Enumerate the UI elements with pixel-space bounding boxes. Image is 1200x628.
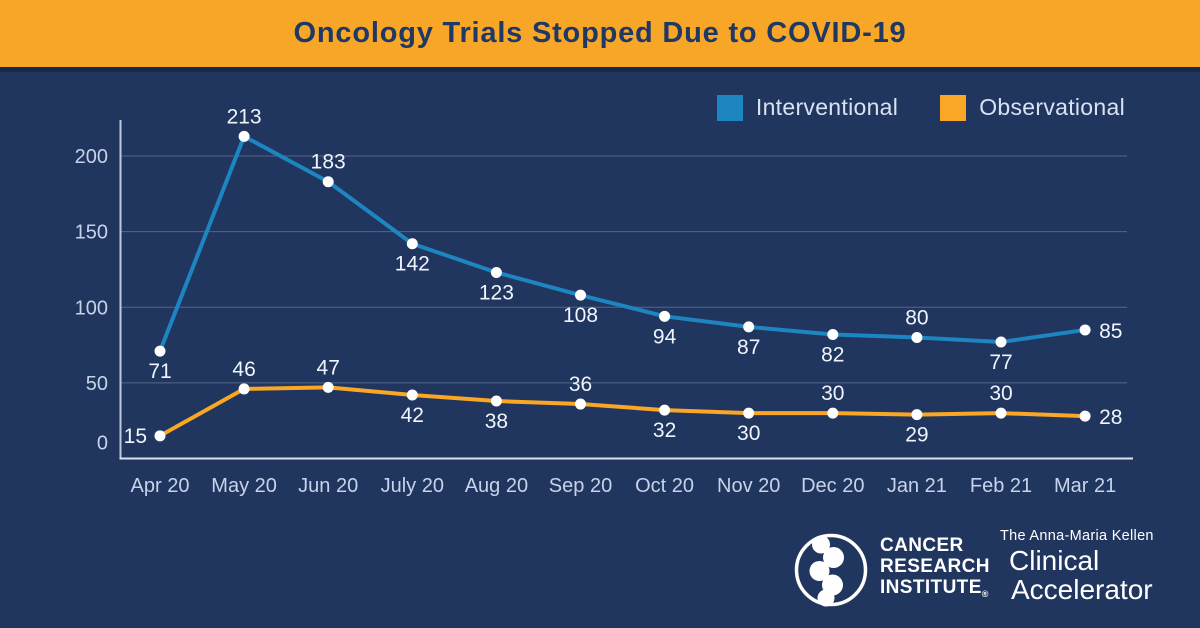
svg-text:May 20: May 20 (211, 475, 277, 497)
registered-mark: ® (981, 589, 989, 599)
svg-text:94: 94 (653, 325, 677, 348)
svg-text:46: 46 (232, 358, 255, 381)
cri-logo: CANCER RESEARCH INSTITUTE® (793, 532, 990, 608)
cri-wordmark: CANCER RESEARCH INSTITUTE® (880, 535, 990, 605)
observational-swatch-icon (940, 94, 967, 121)
svg-text:50: 50 (86, 373, 108, 395)
svg-text:213: 213 (227, 105, 262, 128)
svg-text:85: 85 (1099, 320, 1122, 343)
svg-text:Feb 21: Feb 21 (970, 475, 1032, 497)
svg-text:30: 30 (989, 382, 1012, 405)
svg-text:100: 100 (75, 297, 108, 319)
legend-label-observational: Observational (979, 94, 1125, 120)
svg-text:77: 77 (989, 351, 1012, 374)
svg-text:0: 0 (97, 433, 108, 455)
svg-text:200: 200 (75, 146, 108, 168)
cri-line-institute: INSTITUTE® (880, 577, 989, 599)
svg-text:Sep 20: Sep 20 (549, 475, 612, 497)
page-title: Oncology Trials Stopped Due to COVID-19 (293, 17, 907, 49)
svg-text:38: 38 (485, 410, 508, 433)
accelerator-line-clinical: Clinical (1009, 545, 1100, 576)
svg-text:29: 29 (905, 424, 928, 447)
svg-text:Apr 20: Apr 20 (131, 475, 190, 497)
accelerator-tagline: The Anna-Maria Kellen (1000, 528, 1154, 544)
svg-text:82: 82 (821, 343, 844, 366)
svg-text:15: 15 (124, 425, 147, 448)
clinical-accelerator-logo: The Anna-Maria Kellen Clinical Accelerat… (1000, 528, 1154, 604)
legend-item-interventional: Interventional (716, 94, 899, 121)
svg-text:80: 80 (905, 307, 928, 330)
svg-text:123: 123 (479, 281, 514, 304)
svg-text:Jan 21: Jan 21 (887, 475, 947, 497)
svg-text:32: 32 (653, 419, 676, 442)
svg-text:30: 30 (821, 382, 844, 405)
cri-line-research: RESEARCH (880, 556, 990, 577)
svg-text:July 20: July 20 (381, 475, 444, 497)
cri-cells-icon (794, 533, 868, 607)
svg-text:183: 183 (311, 151, 346, 174)
svg-text:47: 47 (317, 356, 340, 379)
svg-text:71: 71 (148, 360, 171, 383)
svg-text:150: 150 (75, 222, 108, 244)
accelerator-line-accelerator: Accelerator (1011, 574, 1153, 605)
cri-line-cancer: CANCER (880, 535, 964, 556)
legend-label-interventional: Interventional (755, 94, 899, 120)
svg-text:87: 87 (737, 336, 760, 359)
svg-text:Oct 20: Oct 20 (635, 475, 694, 497)
svg-text:Dec 20: Dec 20 (801, 475, 864, 497)
svg-text:Jun 20: Jun 20 (298, 475, 358, 497)
svg-text:Mar 21: Mar 21 (1054, 475, 1116, 497)
svg-text:30: 30 (737, 422, 760, 445)
svg-text:142: 142 (395, 253, 430, 276)
line-chart: 0 50 100 150 200 Apr 20 May 20 Jun 20 July 20 Aug… (75, 105, 1133, 497)
interventional-swatch-icon (716, 94, 743, 121)
svg-text:28: 28 (1099, 406, 1122, 429)
title-banner: Oncology Trials Stopped Due to COVID-19 (0, 0, 1200, 72)
svg-text:108: 108 (563, 304, 598, 327)
legend-item-observational: Observational (940, 94, 1125, 121)
svg-text:Nov 20: Nov 20 (717, 475, 780, 497)
svg-text:Aug 20: Aug 20 (465, 475, 528, 497)
svg-text:36: 36 (569, 373, 592, 396)
chart-legend: Interventional Observational (0, 94, 1125, 121)
svg-text:42: 42 (401, 404, 424, 427)
